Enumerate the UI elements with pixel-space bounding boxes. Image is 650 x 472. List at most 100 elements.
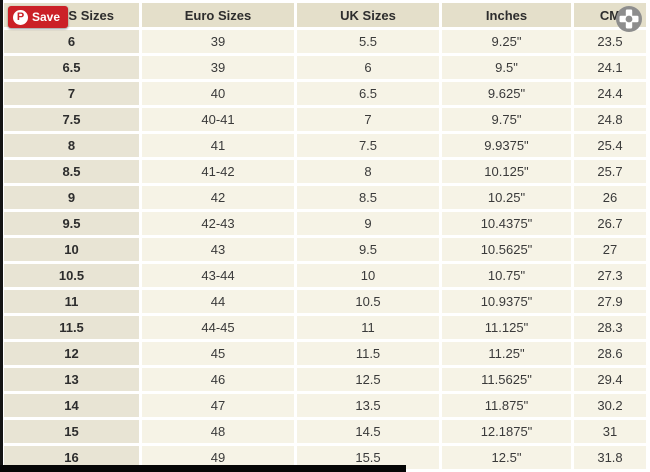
table-cell: 40-41 bbox=[142, 108, 294, 131]
table-cell: 10.5 bbox=[297, 290, 439, 313]
table-cell: 7.5 bbox=[297, 134, 439, 157]
table-cell: 11.875" bbox=[442, 394, 571, 417]
table-cell: 12 bbox=[4, 342, 139, 365]
table-cell: 39 bbox=[142, 56, 294, 79]
table-cell: 5.5 bbox=[297, 30, 439, 53]
table-cell: 43-44 bbox=[142, 264, 294, 287]
table-cell: 49 bbox=[142, 446, 294, 469]
table-cell: 13.5 bbox=[297, 394, 439, 417]
table-cell: 39 bbox=[142, 30, 294, 53]
table-row: 15 48 14.5 12.1875" 31 bbox=[4, 420, 646, 443]
table-cell: 7 bbox=[4, 82, 139, 105]
table-cell: 11 bbox=[4, 290, 139, 313]
table-cell: 9.25" bbox=[442, 30, 571, 53]
table-cell: 10.9375" bbox=[442, 290, 571, 313]
table-row: 9.5 42-43 9 10.4375" 26.7 bbox=[4, 212, 646, 235]
table-cell: 10.75" bbox=[442, 264, 571, 287]
table-cell: 11 bbox=[297, 316, 439, 339]
table-cell: 11.5 bbox=[4, 316, 139, 339]
table-cell: 7 bbox=[297, 108, 439, 131]
table-cell: 44-45 bbox=[142, 316, 294, 339]
table-cell: 10.5 bbox=[4, 264, 139, 287]
table-row: 14 47 13.5 11.875" 30.2 bbox=[4, 394, 646, 417]
table-cell: 15.5 bbox=[297, 446, 439, 469]
table-cell: 9 bbox=[297, 212, 439, 235]
table-cell: 7.5 bbox=[4, 108, 139, 131]
table-cell: 9.75" bbox=[442, 108, 571, 131]
table-cell: 12.5 bbox=[297, 368, 439, 391]
table-cell: 31 bbox=[574, 420, 646, 443]
table-row: 6 39 5.5 9.25" 23.5 bbox=[4, 30, 646, 53]
table-cell: 41 bbox=[142, 134, 294, 157]
pinterest-save-label: Save bbox=[32, 10, 61, 24]
table-cell: 28.6 bbox=[574, 342, 646, 365]
table-row: 8 41 7.5 9.9375" 25.4 bbox=[4, 134, 646, 157]
table-cell: 26 bbox=[574, 186, 646, 209]
table-cell: 40 bbox=[142, 82, 294, 105]
table-cell: 46 bbox=[142, 368, 294, 391]
table-cell: 25.4 bbox=[574, 134, 646, 157]
column-header-inches: Inches bbox=[442, 3, 571, 27]
table-cell: 27.3 bbox=[574, 264, 646, 287]
table-cell: 12.1875" bbox=[442, 420, 571, 443]
table-cell: 8.5 bbox=[297, 186, 439, 209]
screenshot-left-edge bbox=[0, 0, 3, 472]
table-cell: 10.125" bbox=[442, 160, 571, 183]
table-cell: 6.5 bbox=[4, 56, 139, 79]
table-cell: 15 bbox=[4, 420, 139, 443]
table-cell: 10 bbox=[4, 238, 139, 261]
move-drag-icon-glyph bbox=[616, 6, 642, 32]
table-row: 8.5 41-42 8 10.125" 25.7 bbox=[4, 160, 646, 183]
table-cell: 44 bbox=[142, 290, 294, 313]
table-cell: 11.25" bbox=[442, 342, 571, 365]
table-cell: 10.4375" bbox=[442, 212, 571, 235]
table-cell: 47 bbox=[142, 394, 294, 417]
table-cell: 30.2 bbox=[574, 394, 646, 417]
table-cell: 8.5 bbox=[4, 160, 139, 183]
table-cell: 27.9 bbox=[574, 290, 646, 313]
table-cell: 9.5" bbox=[442, 56, 571, 79]
column-header-uk-sizes: UK Sizes bbox=[297, 3, 439, 27]
table-cell: 24.4 bbox=[574, 82, 646, 105]
table-row: 13 46 12.5 11.5625" 29.4 bbox=[4, 368, 646, 391]
table-cell: 45 bbox=[142, 342, 294, 365]
table-cell: 8 bbox=[297, 160, 439, 183]
table-cell: 9.625" bbox=[442, 82, 571, 105]
table-cell: 11.5625" bbox=[442, 368, 571, 391]
table-cell: 42-43 bbox=[142, 212, 294, 235]
table-row: 10.5 43-44 10 10.75" 27.3 bbox=[4, 264, 646, 287]
table-cell: 12.5" bbox=[442, 446, 571, 469]
table-cell: 16 bbox=[4, 446, 139, 469]
table-row: 9 42 8.5 10.25" 26 bbox=[4, 186, 646, 209]
table-row: 10 43 9.5 10.5625" 27 bbox=[4, 238, 646, 261]
table-cell: 10 bbox=[297, 264, 439, 287]
screenshot-bottom-edge bbox=[0, 465, 406, 472]
table-cell: 24.1 bbox=[574, 56, 646, 79]
table-cell: 8 bbox=[4, 134, 139, 157]
table-cell: 25.7 bbox=[574, 160, 646, 183]
table-cell: 14 bbox=[4, 394, 139, 417]
table-cell: 9.5 bbox=[4, 212, 139, 235]
pinterest-save-button[interactable]: P Save bbox=[8, 6, 69, 28]
column-header-euro-sizes: Euro Sizes bbox=[142, 3, 294, 27]
table-row: 6.5 39 6 9.5" 24.1 bbox=[4, 56, 646, 79]
table-cell: 28.3 bbox=[574, 316, 646, 339]
table-cell: 6 bbox=[4, 30, 139, 53]
table-cell: 41-42 bbox=[142, 160, 294, 183]
table-row: 7.5 40-41 7 9.75" 24.8 bbox=[4, 108, 646, 131]
table-row: 11 44 10.5 10.9375" 27.9 bbox=[4, 290, 646, 313]
table-cell: 26.7 bbox=[574, 212, 646, 235]
move-drag-icon[interactable] bbox=[615, 5, 643, 33]
table-cell: 29.4 bbox=[574, 368, 646, 391]
table-cell: 11.5 bbox=[297, 342, 439, 365]
table-row: 7 40 6.5 9.625" 24.4 bbox=[4, 82, 646, 105]
table-row: 16 49 15.5 12.5" 31.8 bbox=[4, 446, 646, 469]
table-cell: 24.8 bbox=[574, 108, 646, 131]
pinterest-logo-letter: P bbox=[16, 10, 25, 23]
table-cell: 9.9375" bbox=[442, 134, 571, 157]
table-cell: 13 bbox=[4, 368, 139, 391]
table-cell: 48 bbox=[142, 420, 294, 443]
table-cell: 9.5 bbox=[297, 238, 439, 261]
pinterest-logo-icon: P bbox=[13, 9, 28, 25]
